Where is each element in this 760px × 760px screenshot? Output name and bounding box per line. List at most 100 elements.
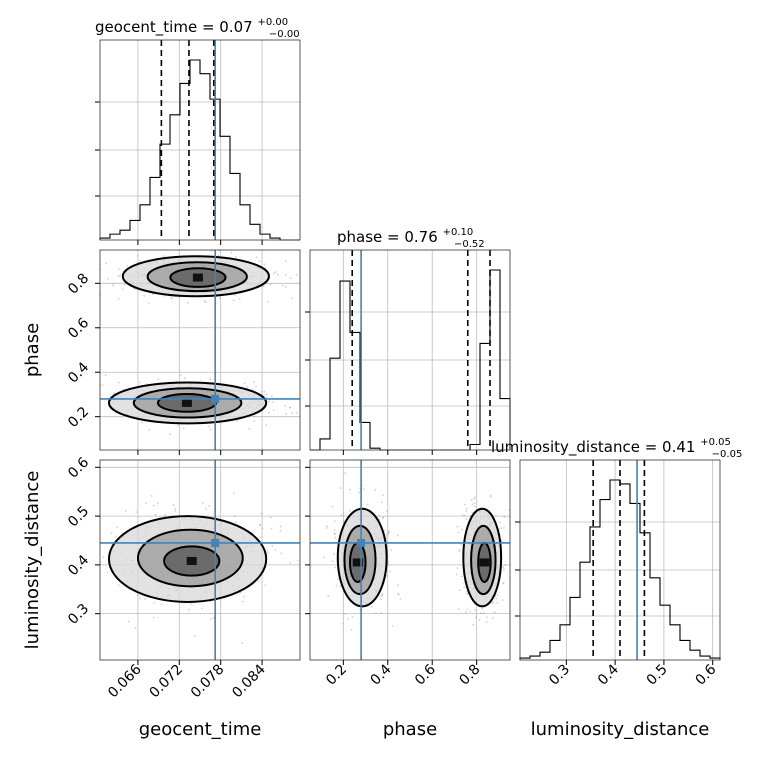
sample-point [333, 520, 336, 523]
density-peak [479, 558, 490, 567]
sample-point [473, 496, 476, 499]
sample-point [333, 533, 336, 535]
sample-point [193, 635, 196, 637]
sample-point [143, 295, 146, 297]
sample-point [208, 504, 210, 507]
sample-point [243, 382, 246, 385]
sample-point [234, 255, 237, 258]
sample-point [259, 524, 262, 526]
sample-point [396, 584, 399, 587]
title-phase-minus: −0.52 [454, 239, 485, 250]
sample-point [383, 529, 386, 532]
contour [169, 267, 227, 288]
sample-point [135, 511, 138, 514]
sample-point [483, 612, 485, 615]
sample-point [379, 598, 382, 601]
sample-point [205, 507, 207, 510]
sample-point [260, 391, 263, 393]
sample-point [344, 472, 347, 475]
sample-point [139, 259, 142, 262]
sample-point [177, 424, 179, 427]
sample-point [242, 600, 245, 603]
sample-point [458, 589, 461, 592]
sample-point [463, 515, 466, 517]
grid [342, 250, 478, 450]
sample-point [475, 616, 478, 619]
sample-point [233, 293, 236, 296]
sample-point [342, 520, 345, 523]
sample-point [148, 428, 151, 431]
sample-point [503, 564, 506, 566]
grid [565, 460, 714, 660]
xtick-label-luminosity-distance: 0.5 [644, 662, 671, 689]
sample-point [335, 584, 338, 587]
xtick-label-geocent-time: 0.072 [146, 662, 186, 702]
sample-point [219, 297, 221, 300]
sample-point [112, 282, 115, 285]
sample-point [178, 296, 181, 299]
sample-point [259, 536, 262, 539]
xtick-label-phase: 0.8 [456, 662, 483, 689]
sample-point [473, 505, 476, 508]
ytick-label-phase: 0.2 [65, 404, 92, 431]
sample-point [326, 525, 328, 527]
sample-point [466, 592, 469, 595]
sample-point [492, 601, 495, 604]
sample-point [370, 605, 373, 608]
sample-point [485, 621, 488, 623]
sample-point [331, 505, 334, 508]
sample-point [260, 512, 263, 515]
sample-point [164, 513, 167, 516]
sample-point [382, 517, 384, 520]
sample-point [204, 301, 207, 304]
panel-luminosity-distance-vs-geocent-time: 0.066 0.072 0.078 0.084 0.3 0.4 0.5 0.6 [65, 454, 301, 702]
sample-point [381, 592, 384, 595]
sample-point [350, 628, 353, 631]
sample-point [161, 603, 163, 606]
contour [336, 507, 388, 608]
xtick-label-geocent-time: 0.084 [229, 661, 269, 701]
density-peak [352, 558, 363, 567]
sample-point [349, 509, 352, 512]
xtick-label-geocent-time: 0.066 [105, 661, 145, 701]
sample-point [291, 297, 294, 299]
ytick-label-phase: 0.6 [65, 315, 92, 342]
sample-point [296, 559, 299, 562]
sample-point [387, 561, 389, 563]
frame [99, 459, 301, 661]
title-luminosity-distance-plus: +0.05 [700, 437, 731, 448]
title-geocent-time-plus: +0.00 [257, 17, 288, 28]
xlabel-luminosity-distance: luminosity_distance [531, 719, 710, 740]
sample-point [271, 395, 273, 398]
sample-point [271, 544, 274, 547]
sample-point [464, 503, 466, 506]
ytick-label-luminosity-distance: 0.4 [65, 552, 92, 579]
sample-point [236, 420, 239, 423]
sample-point [491, 617, 494, 619]
panel-luminosity-distance-vs-phase: 0.2 0.4 0.6 0.8 [305, 459, 511, 689]
sample-point [119, 274, 121, 277]
sample-point [339, 585, 342, 588]
sample-point [241, 642, 243, 644]
sample-point [331, 560, 334, 563]
sample-point [285, 285, 287, 288]
contour [470, 524, 497, 596]
sample-point [136, 594, 139, 597]
sample-point [387, 532, 389, 535]
frame [99, 249, 301, 451]
sample-point [489, 494, 492, 497]
sample-point [201, 502, 204, 504]
xtick-label-luminosity-distance: 0.6 [692, 661, 719, 688]
sample-point [258, 260, 261, 263]
sample-point [342, 514, 345, 517]
sample-point [151, 293, 154, 295]
sample-point [153, 602, 155, 604]
sample-point [233, 492, 235, 495]
sample-point [289, 406, 291, 409]
sample-point [465, 507, 468, 510]
sample-point [263, 390, 266, 393]
sample-point [478, 619, 481, 622]
sample-point [391, 624, 394, 627]
sample-point [474, 609, 477, 612]
sample-point [144, 598, 146, 600]
